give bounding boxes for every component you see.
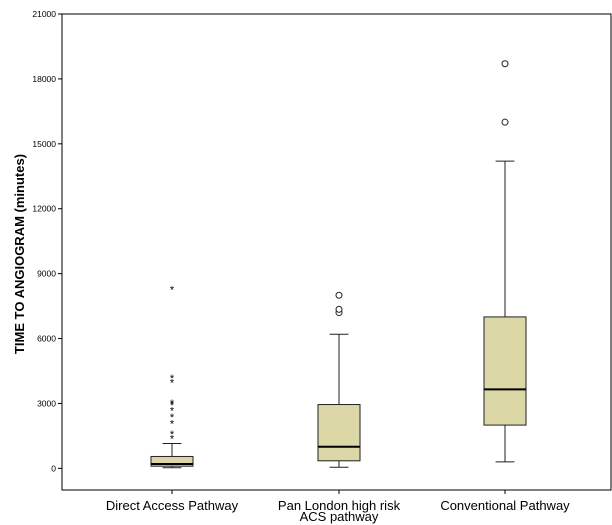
- outlier-circle: [335, 305, 343, 313]
- outlier-star: *: [170, 400, 175, 412]
- outlier-star: *: [170, 373, 175, 385]
- outlier-star: *: [170, 284, 175, 296]
- y-axis: 0 3000 6000 9000 12000 15000 18000 21000: [32, 9, 62, 473]
- y-tick-label: 18000: [32, 74, 56, 84]
- outlier-star: *: [170, 434, 175, 446]
- outlier-star: *: [170, 418, 175, 430]
- outlier-circle: [501, 60, 509, 68]
- box-group-2: [317, 291, 361, 468]
- outlier-circle: [501, 118, 509, 126]
- box-group-3: [483, 60, 527, 463]
- x-category-label: Direct Access Pathway: [106, 498, 239, 513]
- x-category-label: Pan London high risk: [278, 498, 401, 513]
- y-tick-label: 12000: [32, 204, 56, 214]
- outlier-star: *: [170, 412, 175, 424]
- x-category-label: Conventional Pathway: [440, 498, 570, 513]
- outlier-star: *: [170, 398, 175, 410]
- x-category-label: ACS pathway: [300, 509, 379, 524]
- y-tick-label: 3000: [37, 398, 56, 408]
- iqr-box: [317, 404, 361, 462]
- y-tick-label: 9000: [37, 269, 56, 279]
- y-tick-label: 0: [51, 463, 56, 473]
- iqr-box: [483, 316, 527, 426]
- outlier-circle: [335, 291, 343, 299]
- y-tick-label: 15000: [32, 139, 56, 149]
- y-axis-label: TIME TO ANGIOGRAM (minutes): [12, 154, 27, 354]
- x-axis: Direct Access Pathway Pan London high ris…: [106, 490, 570, 524]
- outlier-star: *: [170, 377, 175, 389]
- y-tick-label: 21000: [32, 9, 56, 19]
- box-group-1: **********: [150, 284, 194, 469]
- iqr-box: [150, 455, 194, 467]
- y-tick-label: 6000: [37, 334, 56, 344]
- boxes-layer: **********: [150, 60, 527, 469]
- outlier-star: *: [170, 405, 175, 417]
- outlier-star: *: [170, 429, 175, 441]
